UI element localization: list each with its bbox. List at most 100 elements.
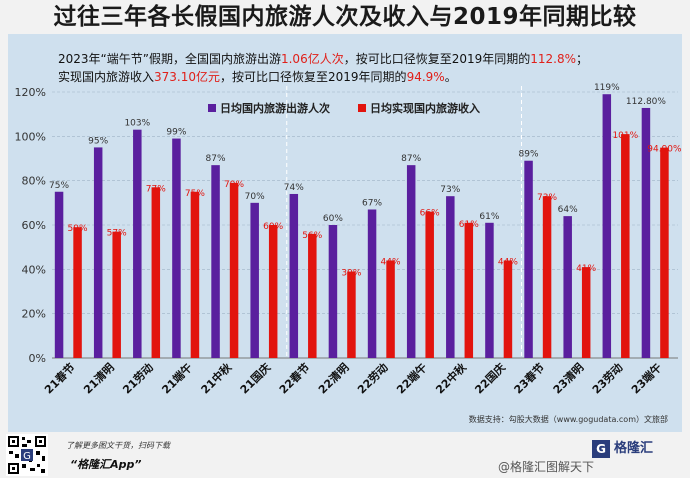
- bar-visitors: [524, 160, 533, 358]
- bar-revenue: [425, 211, 434, 358]
- brand-logo: G 格隆汇: [592, 440, 678, 458]
- bar-visitors: [406, 165, 416, 358]
- x-tick-label: 21中秋: [198, 360, 235, 397]
- data-label-visitors: 89%: [519, 150, 539, 160]
- footer-tagline: 了解更多图文干货，扫码下载: [66, 441, 170, 450]
- data-label-revenue: 94.90%: [647, 145, 682, 155]
- data-source: 数据支持：勾股大数据（www.gogudata.com）文旅部: [468, 415, 668, 424]
- x-tick-label: 22春节: [276, 360, 312, 396]
- x-tick-label: 22清明: [315, 360, 351, 396]
- bar-visitors: [54, 191, 64, 358]
- subtitle-text: 。: [444, 70, 457, 84]
- subtitle-text: ，按可比口径恢复至2019年同期的: [220, 70, 407, 84]
- x-tick-label: 21端午: [159, 360, 195, 396]
- bar-visitors: [133, 129, 142, 358]
- footer: [0, 432, 690, 478]
- subtitle-highlight: 94.9%: [406, 70, 445, 84]
- data-label-visitors: 67%: [362, 198, 382, 208]
- bar-revenue: [542, 196, 552, 358]
- y-tick-label: 0%: [29, 352, 46, 365]
- data-label-revenue: 79%: [224, 180, 244, 190]
- x-tick-label: 21国庆: [237, 360, 273, 396]
- x-tick-label: 23春节: [511, 360, 547, 396]
- page-title: 过往三年各长假国内旅游人次及收入与2019年同期比较: [53, 4, 637, 30]
- legend-label-visitors: 日均国内旅游出游人次: [220, 101, 330, 115]
- x-tick-label: 21清明: [81, 360, 117, 396]
- data-label-revenue: 44%: [381, 257, 401, 267]
- data-label-revenue: 77%: [146, 184, 166, 194]
- subtitle-line-2: 实现国内旅游收入373.10亿元，按可比口径恢复至2019年同期的94.9%。: [58, 68, 457, 85]
- data-label-visitors: 64%: [558, 205, 578, 215]
- subtitle-text: ；: [576, 52, 589, 66]
- footer-app-name: “格隆汇App”: [70, 458, 142, 471]
- bar-visitors: [563, 216, 572, 358]
- subtitle-highlight: 112.8%: [530, 52, 577, 66]
- logo-text: 格隆汇: [614, 441, 654, 456]
- x-tick-label: 23清明: [550, 360, 586, 396]
- bar-revenue: [660, 147, 669, 358]
- data-label-visitors: 95%: [88, 136, 108, 146]
- data-label-visitors: 75%: [49, 181, 69, 191]
- data-label-revenue: 66%: [420, 209, 440, 219]
- data-label-revenue: 101%: [612, 131, 638, 141]
- y-tick-label: 120%: [15, 86, 46, 99]
- y-tick-label: 40%: [22, 263, 46, 276]
- x-tick-label: 22劳动: [354, 360, 390, 396]
- data-label-visitors: 61%: [479, 212, 499, 222]
- subtitle-text: 实现国内旅游收入: [58, 70, 155, 84]
- subtitle-highlight: 373.10亿元: [154, 70, 221, 84]
- bar-visitors: [250, 202, 259, 358]
- y-tick-label: 100%: [15, 130, 46, 143]
- data-label-visitors: 87%: [401, 154, 421, 164]
- bar-visitors: [328, 225, 338, 358]
- data-label-revenue: 39%: [341, 269, 361, 279]
- y-tick-label: 60%: [22, 219, 46, 232]
- bar-visitors: [446, 196, 455, 358]
- bar-visitors: [93, 147, 103, 358]
- subtitle-line-1: 2023年“端午节”假期，全国国内旅游出游1.06亿人次，按可比口径恢复至201…: [58, 50, 588, 67]
- bar-visitors: [211, 165, 220, 358]
- data-label-visitors: 73%: [440, 185, 460, 195]
- data-label-visitors: 60%: [323, 214, 343, 224]
- data-label-revenue: 57%: [107, 229, 127, 239]
- bar-visitors: [641, 107, 651, 359]
- bar-revenue: [229, 182, 239, 358]
- x-tick-label: 23端午: [628, 360, 664, 396]
- data-label-visitors: 99%: [166, 128, 186, 138]
- bar-revenue: [112, 231, 121, 358]
- bar-revenue: [268, 225, 278, 358]
- data-label-revenue: 59%: [68, 224, 88, 234]
- x-tick-label: 22中秋: [433, 360, 470, 397]
- y-tick-label: 20%: [22, 308, 46, 321]
- data-label-revenue: 61%: [459, 220, 479, 230]
- bar-revenue: [503, 260, 513, 358]
- data-label-revenue: 44%: [498, 257, 518, 267]
- data-label-revenue: 41%: [576, 264, 596, 274]
- bar-visitors: [172, 138, 181, 358]
- data-label-revenue: 60%: [263, 222, 283, 232]
- legend-swatch-visitors: [208, 104, 216, 112]
- bar-visitors: [485, 222, 494, 358]
- bar-revenue: [308, 233, 317, 358]
- y-tick-label: 80%: [22, 175, 46, 188]
- qr-code-icon: G: [6, 434, 48, 476]
- bar-visitors: [289, 193, 299, 358]
- data-label-revenue: 75%: [185, 189, 205, 199]
- bar-revenue: [73, 227, 82, 358]
- legend-swatch-revenue: [358, 104, 366, 112]
- subtitle-highlight: 1.06亿人次: [280, 52, 344, 66]
- x-tick-label: 21劳动: [120, 360, 156, 396]
- bar-revenue: [386, 260, 395, 358]
- bar-visitors: [602, 94, 612, 358]
- bar-revenue: [621, 134, 630, 358]
- data-label-visitors: 112.80%: [626, 97, 666, 107]
- logo-mark-icon: G: [592, 440, 610, 458]
- x-tick-label: 21春节: [41, 360, 77, 396]
- x-tick-label: 22端午: [394, 360, 430, 396]
- subtitle-text: 2023年“端午节”假期，全国国内旅游出游: [58, 52, 281, 66]
- data-label-revenue: 73%: [537, 193, 557, 203]
- data-label-visitors: 103%: [124, 119, 150, 129]
- data-label-visitors: 74%: [284, 183, 304, 193]
- data-label-visitors: 119%: [594, 83, 620, 93]
- data-label-revenue: 56%: [302, 231, 322, 241]
